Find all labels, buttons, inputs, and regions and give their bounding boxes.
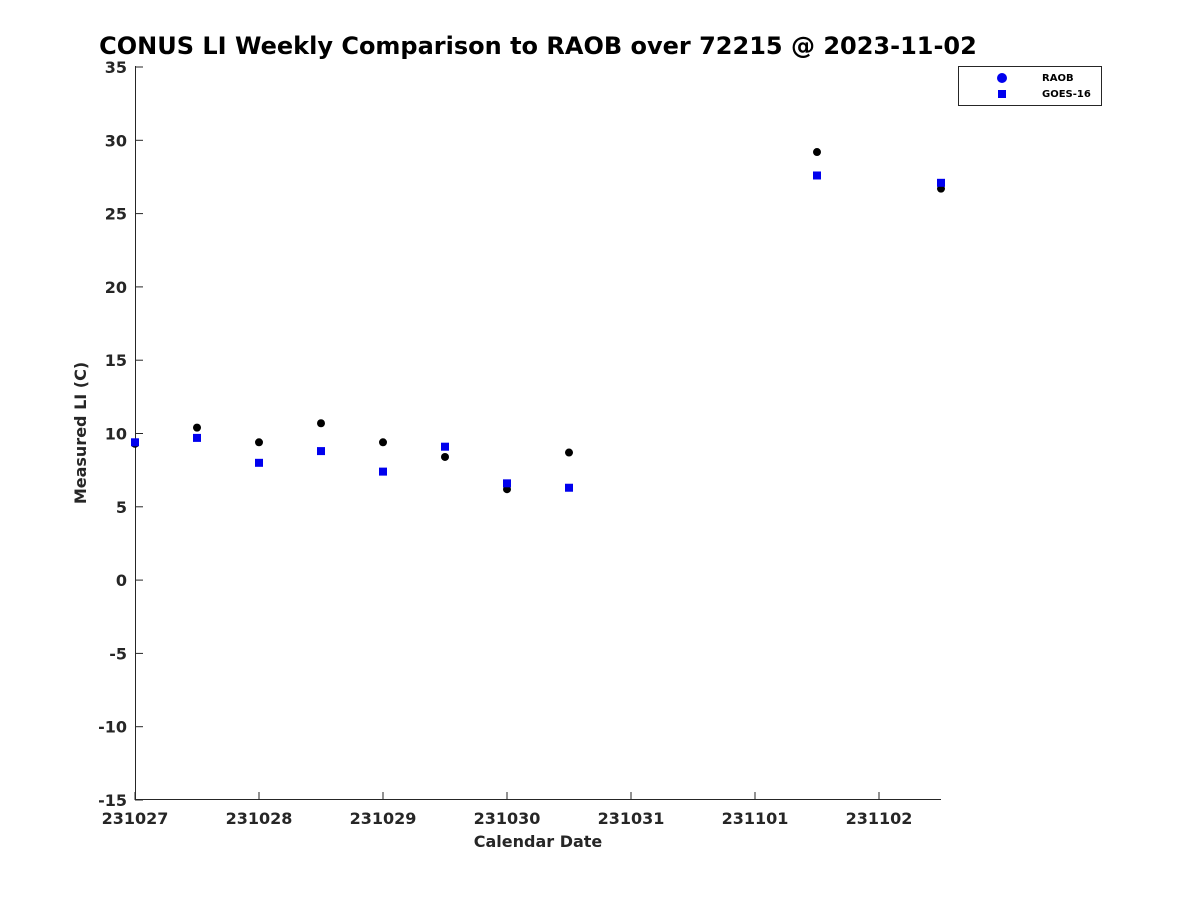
y-tick-label: 5	[116, 498, 127, 517]
goes-16-point	[317, 447, 325, 456]
y-tick-label: 25	[105, 205, 127, 224]
x-tick-label: 231029	[350, 809, 417, 828]
x-tick-label: 231101	[722, 809, 789, 828]
goes-16-point	[503, 479, 511, 488]
y-tick-label: -15	[98, 791, 127, 810]
goes-16-point	[131, 438, 139, 447]
x-tick-label: 231102	[846, 809, 913, 828]
x-tick-label: 231030	[474, 809, 541, 828]
legend-goes-marker	[998, 90, 1006, 98]
legend: RAOB GOES-16	[958, 66, 1102, 106]
y-tick-label: -5	[109, 644, 127, 663]
y-tick-label: 15	[105, 351, 127, 370]
legend-goes-label: GOES-16	[1042, 89, 1091, 100]
raob-point	[255, 438, 263, 447]
y-axis-label: Measured LI (C)	[71, 362, 90, 504]
x-tick-label: 231031	[598, 809, 665, 828]
goes-16-point	[565, 483, 573, 492]
y-tick-label: 30	[105, 131, 127, 150]
goes-16-point	[937, 178, 945, 187]
y-tick-label: 0	[116, 571, 127, 590]
x-tick-label: 231028	[226, 809, 293, 828]
raob-point	[193, 423, 201, 432]
y-axis-ticks: 35 30 25 20 15 10 5 0 -5 -10 -15	[98, 58, 143, 810]
raob-point	[317, 419, 325, 428]
raob-point	[565, 448, 573, 457]
goes-16-point	[193, 433, 201, 442]
y-tick-label: 35	[105, 58, 127, 77]
raob-point	[441, 452, 449, 461]
data-points	[131, 148, 945, 494]
x-tick-label: 231027	[102, 809, 169, 828]
goes-16-point	[255, 458, 263, 467]
goes-16-point	[441, 442, 449, 451]
legend-raob-marker	[997, 73, 1007, 83]
legend-raob-label: RAOB	[1042, 73, 1074, 84]
y-tick-label: -10	[98, 718, 127, 737]
legend-box	[958, 66, 1102, 106]
goes-16-point	[379, 467, 387, 476]
goes-16-point	[813, 171, 821, 180]
x-axis-ticks: 231027 231028 231029 231030 231031 231101 2311…	[102, 792, 913, 828]
chart-title: CONUS LI Weekly Comparison to RAOB over …	[99, 32, 977, 60]
y-tick-label: 20	[105, 278, 127, 297]
y-tick-label: 10	[105, 425, 127, 444]
raob-point	[813, 148, 821, 157]
raob-point	[379, 438, 387, 447]
x-axis-label: Calendar Date	[474, 832, 603, 851]
